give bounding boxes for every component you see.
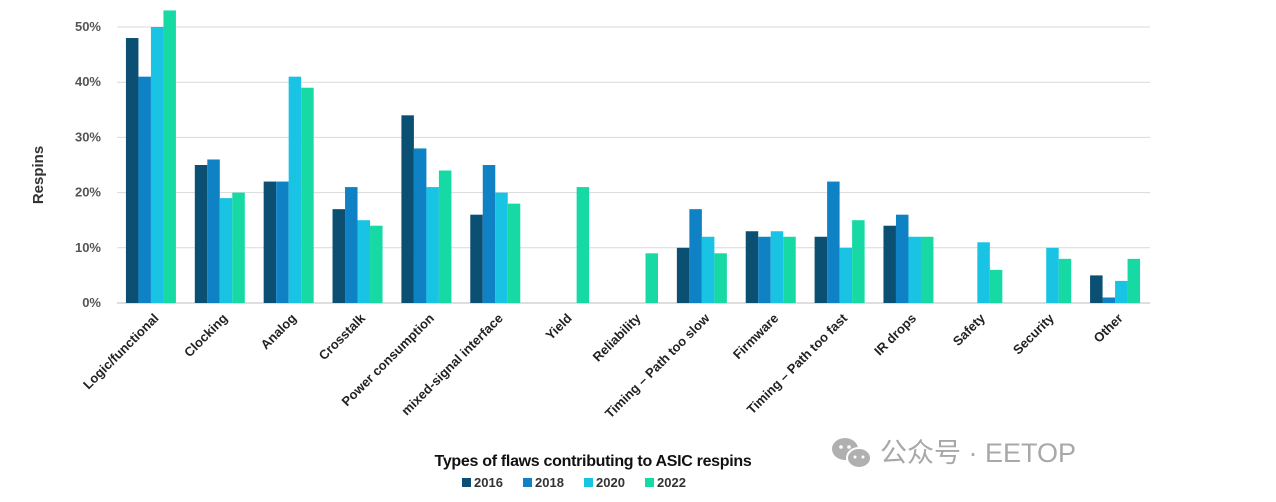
- bar: [908, 236, 921, 303]
- legend: 2016 2018 2020 2022: [462, 475, 686, 490]
- watermark: 公众号 · EETOP: [832, 438, 1076, 469]
- bar: [645, 253, 658, 303]
- bars: [125, 10, 1141, 304]
- bar: [495, 192, 508, 303]
- bar: [1102, 297, 1116, 303]
- bar: [194, 165, 208, 303]
- wechat-icon: [832, 438, 872, 469]
- bar: [1046, 247, 1059, 303]
- bar: [770, 231, 784, 303]
- x-tick-label: Reliability: [590, 310, 645, 365]
- bar: [370, 225, 383, 303]
- bar: [920, 236, 934, 303]
- bar: [438, 170, 452, 303]
- bar: [426, 187, 439, 303]
- x-tick-label: Yield: [543, 310, 575, 342]
- bar: [1090, 275, 1103, 303]
- legend-label: 2022: [657, 475, 686, 490]
- bar: [758, 236, 771, 303]
- bar: [150, 27, 164, 303]
- bar: [125, 38, 139, 303]
- bar: [232, 192, 245, 303]
- x-axis-categories: Logic/functional Clocking Analog CrosstalkP…: [80, 310, 1126, 421]
- x-tick-label: Analog: [258, 310, 300, 352]
- bar: [345, 187, 358, 303]
- bar: [745, 231, 759, 303]
- bar: [883, 225, 896, 303]
- x-tick-label: Crosstalk: [316, 310, 369, 363]
- bar: [288, 76, 302, 304]
- bar: [1115, 280, 1128, 303]
- bar: [276, 181, 289, 303]
- bar: [138, 76, 151, 304]
- legend-swatch: [584, 478, 593, 487]
- bar: [989, 269, 1003, 303]
- y-tick-label: 20%: [75, 185, 101, 200]
- legend-label: 2016: [474, 475, 503, 490]
- bar: [689, 209, 702, 303]
- bar: [783, 236, 796, 303]
- x-axis-title: Types of flaws contributing to ASIC resp…: [435, 453, 752, 470]
- bar: [401, 115, 414, 303]
- bar: [676, 247, 690, 303]
- legend-swatch: [523, 478, 532, 487]
- bar: [470, 214, 483, 303]
- legend-swatch: [645, 478, 654, 487]
- bar: [839, 247, 853, 303]
- bar: [413, 148, 427, 303]
- x-tick-label: Safety: [950, 310, 989, 349]
- bar: [977, 242, 990, 303]
- bar: [507, 203, 521, 303]
- y-axis-ticks: 0% 10% 20% 30% 40% 50%: [75, 19, 101, 310]
- x-tick-label: IR drops: [871, 311, 919, 359]
- y-tick-label: 0%: [82, 295, 101, 310]
- bar: [814, 236, 828, 303]
- x-tick-label: Firmware: [730, 311, 781, 362]
- bar: [482, 165, 496, 303]
- bar: [357, 220, 371, 303]
- x-tick-label: Security: [1010, 310, 1057, 357]
- bar: [827, 181, 840, 303]
- bar: [301, 87, 314, 303]
- bar: [207, 159, 220, 303]
- bar: [219, 198, 233, 303]
- watermark-text: 公众号 · EETOP: [880, 438, 1076, 468]
- y-axis-title: Respins: [30, 146, 47, 204]
- bar: [701, 236, 715, 303]
- legend-label: 2020: [596, 475, 625, 490]
- legend-swatch: [462, 478, 471, 487]
- bar: [263, 181, 277, 303]
- x-tick-label: Logic/functional: [80, 311, 162, 393]
- y-tick-label: 30%: [75, 129, 101, 144]
- y-tick-label: 10%: [75, 240, 101, 255]
- bar: [1058, 258, 1072, 303]
- legend-label: 2018: [535, 475, 564, 490]
- x-tick-label: Other: [1091, 311, 1126, 346]
- bar: [714, 253, 727, 303]
- bar: [576, 187, 590, 303]
- bar: [332, 209, 346, 303]
- y-tick-label: 40%: [75, 74, 101, 89]
- x-tick-label: Clocking: [181, 310, 230, 359]
- bar: [852, 220, 865, 303]
- bar: [1127, 258, 1141, 303]
- bar: [895, 214, 909, 303]
- y-tick-label: 50%: [75, 19, 101, 34]
- bar: [163, 10, 176, 303]
